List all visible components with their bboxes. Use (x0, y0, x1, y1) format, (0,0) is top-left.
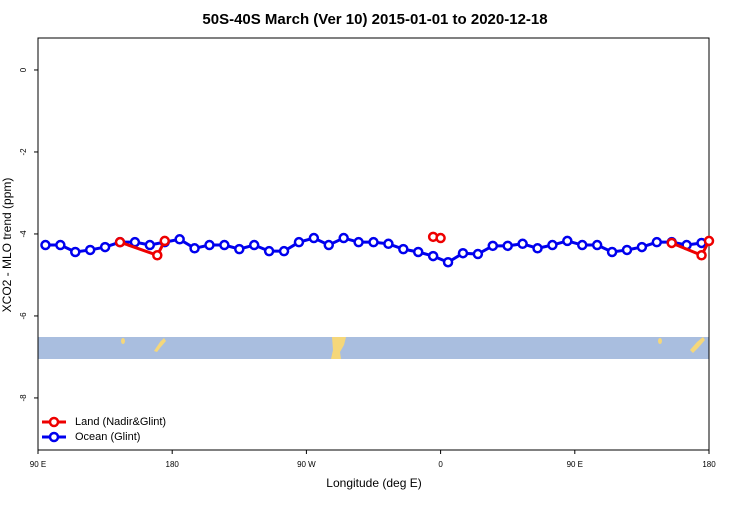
legend-marker (48, 416, 60, 428)
legend-label: Ocean (Glint) (75, 431, 140, 443)
data-point (84, 244, 96, 256)
data-point (383, 238, 394, 250)
data-point (174, 234, 185, 245)
data-point (412, 246, 424, 258)
data-point (398, 243, 409, 255)
data-point (472, 248, 484, 260)
data-point (502, 240, 513, 252)
data-point (368, 236, 379, 248)
data-point (651, 236, 663, 248)
data-point (323, 239, 335, 251)
data-point (308, 232, 320, 244)
data-point (70, 246, 81, 258)
data-point (435, 232, 446, 244)
data-point (159, 235, 170, 247)
data-point (338, 232, 349, 244)
data-point (204, 239, 215, 251)
data-point (547, 239, 558, 251)
x-tick-label: 90 E (567, 460, 583, 469)
data-point (696, 250, 707, 261)
legend: Land (Nadir&Glint) Ocean (Glint) (42, 416, 166, 443)
data-point (666, 237, 677, 249)
y-tick-label: -2 (19, 148, 28, 156)
data-point (577, 239, 588, 251)
x-axis-label: Longitude (deg E) (326, 476, 421, 490)
data-point (248, 239, 260, 251)
data-point (606, 246, 618, 258)
data-point (152, 250, 163, 261)
y-tick-label: -4 (19, 230, 28, 238)
x-tick-label: 0 (438, 460, 443, 469)
map-strip (38, 337, 709, 359)
x-tick-label: 180 (166, 460, 180, 469)
data-point (40, 239, 51, 251)
data-point (278, 245, 290, 257)
data-point (353, 236, 364, 248)
data-point (427, 250, 439, 262)
data-point (591, 239, 603, 251)
data-point (263, 245, 275, 257)
data-point (442, 256, 454, 268)
data-point (144, 239, 156, 251)
data-point (562, 235, 573, 247)
chart-title: 50S-40S March (Ver 10) 2015-01-01 to 202… (202, 11, 547, 28)
y-axis-label: XCO2 - MLO trend (ppm) (0, 178, 14, 313)
data-point (114, 236, 126, 248)
data-point (293, 236, 305, 248)
legend-marker (48, 431, 60, 443)
data-point (55, 239, 66, 251)
data-point (636, 241, 648, 253)
x-tick-label: 90 W (297, 460, 316, 469)
x-tick-label: 90 E (30, 460, 46, 469)
data-point (457, 247, 469, 259)
data-point (189, 243, 200, 254)
data-point (99, 241, 111, 253)
data-point (219, 239, 230, 251)
x-tick-label: 180 (702, 460, 716, 469)
data-point (703, 235, 715, 247)
data-point (517, 238, 528, 250)
y-tick-label: -8 (19, 394, 28, 402)
legend-label: Land (Nadir&Glint) (75, 416, 166, 428)
y-tick-label: -6 (19, 312, 28, 320)
data-point (234, 243, 245, 255)
data-point (621, 244, 633, 256)
data-point (532, 243, 543, 254)
data-point (487, 240, 499, 252)
y-tick-label: 0 (19, 67, 28, 72)
